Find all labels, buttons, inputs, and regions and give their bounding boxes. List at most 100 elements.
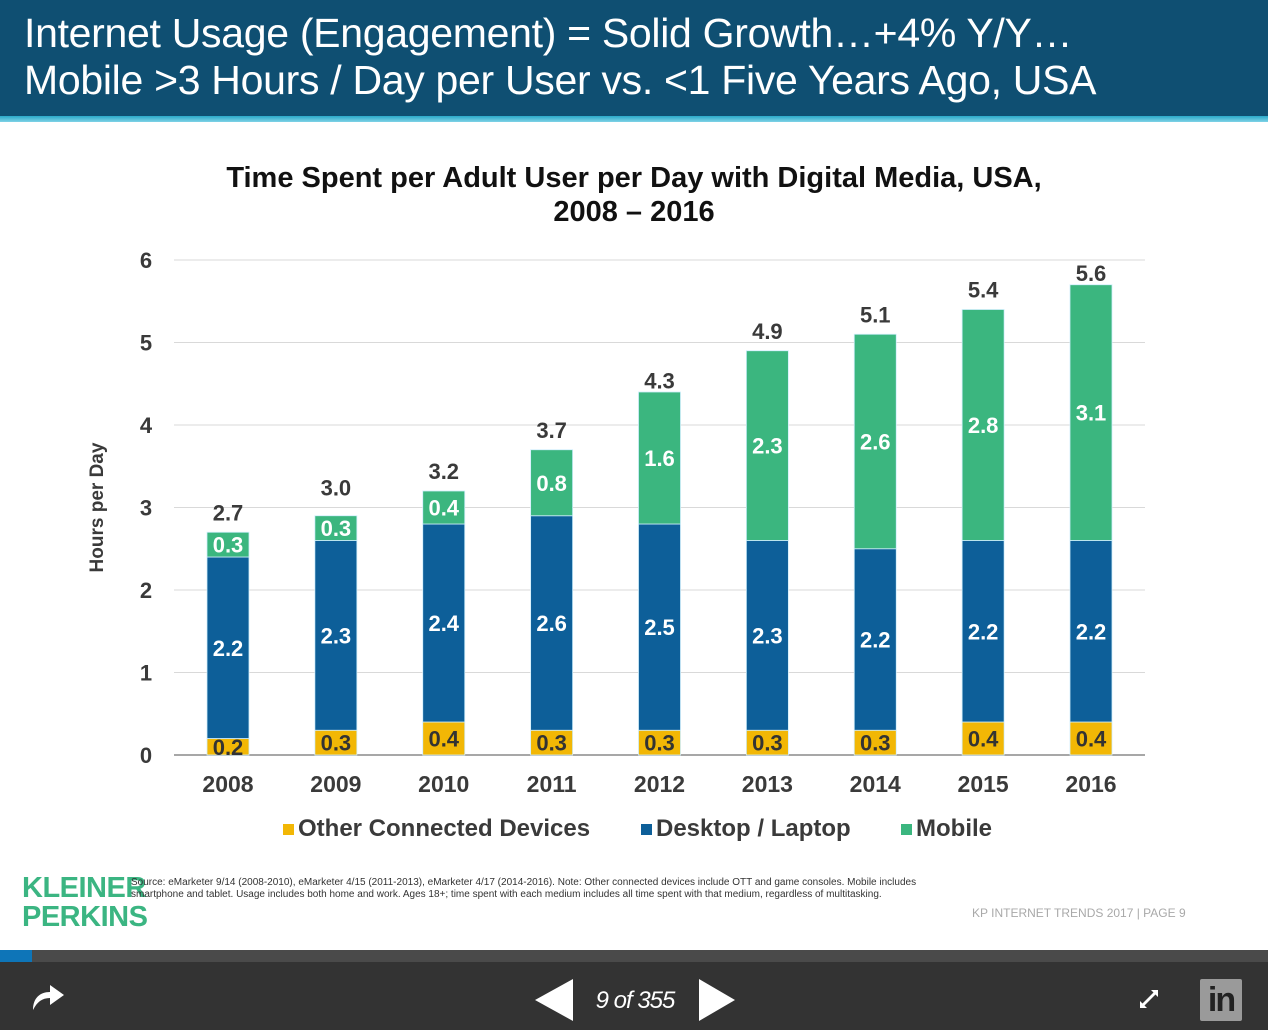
- triangle-right-icon: [699, 979, 735, 1021]
- x-tick-label: 2010: [418, 771, 469, 797]
- slide-title-line2: Mobile >3 Hours / Day per User vs. <1 Fi…: [24, 57, 1097, 103]
- bar-total-label: 5.1: [860, 302, 891, 327]
- bar-total-label: 4.9: [752, 319, 783, 344]
- y-tick-label: 0: [140, 743, 152, 768]
- bar-segment-mobile: [422, 490, 466, 525]
- bar-segment-other-connected-devices: [638, 729, 681, 756]
- slide-header: Internet Usage (Engagement) = Solid Grow…: [0, 0, 1268, 116]
- bar-segment-mobile: [1069, 284, 1113, 541]
- bar-segment-label: 2.2: [968, 619, 999, 644]
- x-tick-label: 2016: [1065, 771, 1116, 797]
- bar-segment-label: 0.4: [968, 727, 999, 752]
- bar-segment-label: 2.3: [321, 623, 352, 648]
- bar-segment-label: 2.3: [752, 623, 783, 648]
- bar-segment-label: 2.5: [644, 615, 675, 640]
- y-tick-label: 3: [140, 496, 152, 521]
- y-tick-label: 1: [140, 661, 152, 686]
- chart-legend: Other Connected Devices Desktop / Laptop M…: [0, 815, 1268, 845]
- bar-segment-label: 0.3: [321, 516, 352, 541]
- bar-total-label: 2.7: [213, 500, 244, 525]
- bar-segment-other-connected-devices: [314, 729, 358, 756]
- bar-segment-other-connected-devices: [961, 721, 1005, 756]
- bar-segment-other-connected-devices: [853, 729, 897, 756]
- linkedin-button[interactable]: in: [1200, 979, 1242, 1021]
- logo-line1: KLEINER: [22, 872, 146, 904]
- x-tick-label: 2011: [527, 771, 577, 797]
- legend-label: Other Connected Devices: [298, 815, 591, 842]
- stacked-bar-chart: 0 1 2 3 4 5 6 Hours per Day 0.2 2.2 0.3 2.7 2008 0.3 2…: [87, 248, 1145, 797]
- bar-segment-mobile: [745, 350, 789, 541]
- bar-segment-label: 1.6: [644, 446, 675, 471]
- x-tick-label: 2008: [202, 771, 253, 797]
- bar-segment-label: 0.3: [860, 731, 891, 756]
- bar-segment-label: 2.2: [860, 628, 891, 653]
- legend-item: Other Connected Devices: [283, 815, 590, 843]
- bar-segment-label: 0.8: [536, 471, 567, 496]
- bar-segment-desktop-laptop: [530, 515, 574, 731]
- logo-line2: PERKINS: [22, 901, 148, 933]
- expand-arrows-icon: [1140, 990, 1158, 1008]
- share-button[interactable]: [30, 980, 66, 1017]
- bar-segment-label: 2.3: [752, 434, 783, 459]
- slide-title-line1: Internet Usage (Engagement) = Solid Grow…: [24, 10, 1073, 56]
- bar-segment-label: 0.3: [321, 731, 352, 756]
- previous-slide-button[interactable]: [535, 979, 575, 1026]
- bar-total-label: 3.0: [321, 476, 352, 501]
- bar-segment-other-connected-devices: [530, 729, 574, 756]
- bar-segment-label: 2.4: [428, 611, 459, 636]
- bar-segment-label: 0.4: [428, 727, 459, 752]
- bar-segment-desktop-laptop: [1069, 540, 1113, 723]
- bar-segment-label: 2.2: [1076, 619, 1107, 644]
- fullscreen-button[interactable]: [1137, 987, 1161, 1016]
- bar-segment-mobile: [206, 531, 250, 558]
- slide-progress-bar[interactable]: [0, 950, 1268, 962]
- bar-segment-label: 0.2: [213, 735, 244, 760]
- bar-segment-label: 0.4: [1076, 727, 1107, 752]
- x-tick-label: 2013: [742, 771, 793, 797]
- next-slide-button[interactable]: [697, 979, 737, 1026]
- x-tick-label: 2014: [850, 771, 901, 797]
- bar-segment-other-connected-devices: [745, 729, 789, 756]
- bar-segment-desktop-laptop: [638, 523, 681, 731]
- bar-segment-label: 3.1: [1076, 401, 1107, 426]
- bar-segment-mobile: [530, 449, 574, 517]
- bar-segment-label: 2.8: [968, 413, 999, 438]
- chart-title-line2: 2008 – 2016: [553, 196, 715, 228]
- bar-segment-label: 2.2: [213, 636, 244, 661]
- bar-segment-mobile: [638, 391, 681, 525]
- bar-segment-label: 2.6: [860, 430, 891, 455]
- bar-segment-mobile: [853, 333, 897, 550]
- legend-item: Desktop / Laptop: [641, 815, 851, 843]
- legend-label: Mobile: [916, 815, 992, 842]
- legend-item: Mobile: [901, 815, 992, 843]
- kleiner-perkins-logo: KLEINER PERKINS: [22, 872, 148, 933]
- bar-segment-desktop-laptop: [745, 540, 789, 731]
- y-tick-label: 6: [140, 248, 152, 273]
- bar-segment-label: 0.4: [428, 496, 459, 521]
- bar-segment-other-connected-devices: [422, 721, 466, 756]
- y-tick-label: 5: [140, 331, 152, 356]
- bar-segment-label: 0.3: [644, 731, 675, 756]
- bar-segment-mobile: [314, 515, 358, 541]
- share-arrow-icon: [33, 985, 64, 1010]
- legend-label: Desktop / Laptop: [656, 815, 851, 842]
- x-tick-label: 2012: [634, 771, 685, 797]
- slide-page-label: KP INTERNET TRENDS 2017 | PAGE 9: [972, 906, 1186, 920]
- source-note: Source: eMarketer 9/14 (2008-2010), eMar…: [131, 877, 917, 900]
- bar-segment-mobile: [961, 309, 1005, 541]
- bar-segment-label: 0.3: [752, 731, 783, 756]
- bar-total-label: 3.2: [428, 459, 459, 484]
- bar-total-label: 5.4: [968, 278, 999, 303]
- bar-segment-desktop-laptop: [206, 556, 250, 739]
- bar-total-label: 3.7: [536, 418, 567, 443]
- legend-swatch: [283, 823, 294, 835]
- y-tick-label: 2: [140, 578, 152, 603]
- bar-segment-label: 2.6: [536, 611, 567, 636]
- viewer-toolbar: 9 of 355 in: [0, 962, 1268, 1030]
- linkedin-logo-icon: in: [1207, 981, 1236, 1019]
- bar-segment-desktop-laptop: [961, 540, 1005, 723]
- slide-progress-fill: [0, 950, 33, 962]
- x-tick-label: 2015: [958, 771, 1009, 797]
- legend-swatch: [641, 823, 652, 835]
- bar-segment-desktop-laptop: [314, 540, 358, 731]
